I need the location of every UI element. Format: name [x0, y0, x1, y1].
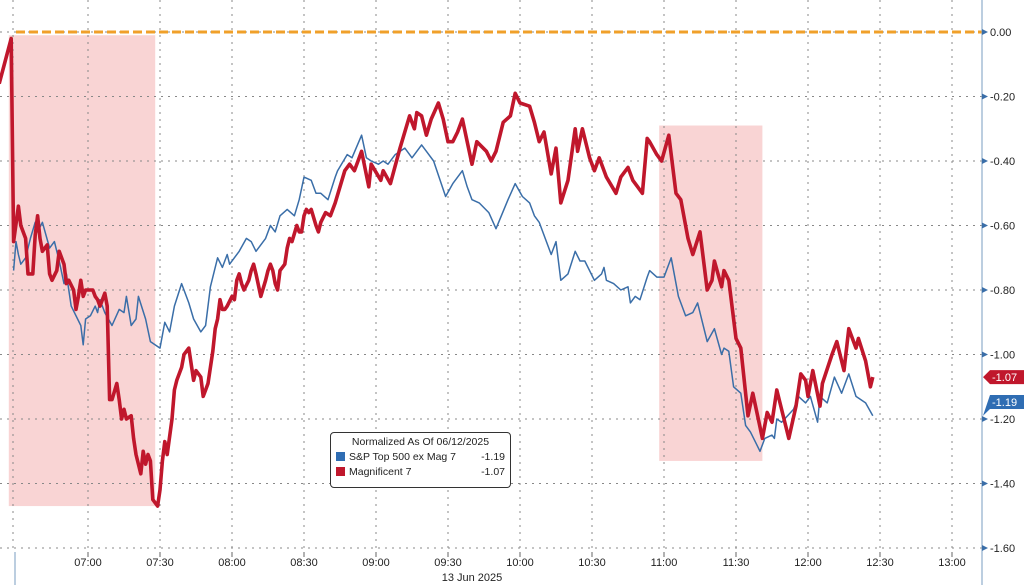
y-tick-mark: [982, 351, 988, 358]
y-axis-ticks: 0.00 -0.20 -0.40 -0.60 -0.80 -1.00 -1.20 -1.40 -…: [982, 27, 1015, 555]
last-value-tag: [983, 370, 1024, 385]
x-tick-label: 10:30: [578, 557, 606, 569]
y-tick-label: 0.00: [990, 27, 1011, 39]
x-tick-label: 09:00: [362, 557, 390, 569]
y-tick-label: -0.40: [990, 156, 1015, 168]
x-axis-ticks: 07:00 07:30 08:00 08:30 09:00 09:30 10:00 10:30…: [74, 552, 966, 569]
x-tick-label: 13:00: [938, 557, 966, 569]
last-value-label: -1.07: [992, 372, 1017, 384]
y-tick-mark: [982, 545, 988, 551]
last-value-label: -1.19: [992, 397, 1017, 409]
legend-series-value: -1.07: [481, 465, 505, 478]
y-tick-mark: [982, 222, 988, 229]
y-tick-mark: [982, 287, 988, 293]
legend-item-sp-ex-mag7: S&P Top 500 ex Mag 7 -1.19: [336, 449, 505, 464]
x-tick-label: 11:30: [723, 557, 750, 569]
x-tick-label: 12:30: [866, 557, 894, 569]
x-tick-label: 08:30: [290, 557, 318, 569]
legend-item-mag7: Magnificent 7 -1.07: [336, 464, 505, 479]
x-tick-label: 10:00: [506, 557, 534, 569]
last-value-tags: -1.19 -1.07: [983, 370, 1024, 416]
y-tick-mark: [982, 93, 988, 100]
x-axis-date-label: 13 Jun 2025: [441, 572, 503, 584]
y-tick-label: -1.60: [990, 543, 1015, 555]
legend-series-value: -1.19: [481, 450, 505, 463]
x-tick-label: 07:00: [74, 557, 102, 569]
legend-swatch-blue: [336, 452, 345, 461]
y-tick-label: -0.20: [990, 92, 1015, 104]
y-tick-mark: [982, 29, 988, 35]
x-tick-label: 08:00: [218, 557, 246, 569]
legend-swatch-red: [336, 467, 345, 476]
y-tick-label: -1.20: [990, 414, 1015, 426]
y-tick-label: -1.40: [990, 479, 1015, 491]
y-tick-mark: [982, 158, 988, 164]
y-tick-mark: [982, 480, 988, 487]
x-tick-label: 07:30: [146, 557, 174, 569]
x-tick-label: 09:30: [434, 557, 462, 569]
series-line-sp-top-500-ex-mag-7: [12, 134, 874, 453]
highlight-regions: [8, 35, 763, 507]
series-lines: [0, 36, 875, 508]
legend-series-name: Magnificent 7: [349, 465, 412, 478]
y-tick-label: -0.80: [990, 285, 1015, 297]
legend-series-name: S&P Top 500 ex Mag 7: [349, 450, 457, 463]
y-tick-label: -1.00: [990, 350, 1015, 362]
legend-title: Normalized As Of 06/12/2025: [351, 436, 490, 448]
series-line-magnificent-7: [0, 36, 875, 508]
x-tick-label: 11:00: [651, 557, 678, 569]
y-tick-mark: [982, 416, 988, 422]
legend: Normalized As Of 06/12/2025 S&P Top 500 …: [330, 432, 511, 488]
last-value-tag: [983, 395, 1024, 416]
y-tick-label: -0.60: [990, 221, 1015, 233]
x-tick-label: 12:00: [794, 557, 822, 569]
